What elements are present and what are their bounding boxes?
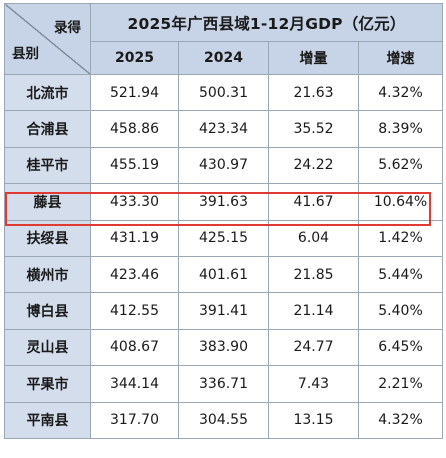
- increase-cell: 41.67: [268, 183, 359, 221]
- increase-cell: 21.85: [268, 255, 359, 294]
- table-row: 平南县 317.70 304.55 13.15 4.32%: [4, 401, 444, 439]
- gdp-2024-cell: 391.63: [178, 183, 269, 221]
- county-name: 北流市: [4, 73, 91, 112]
- corner-bottom-label: 县别: [12, 46, 39, 62]
- county-name: 桂平市: [4, 146, 91, 185]
- growth-cell: 5.44%: [357, 255, 444, 294]
- increase-cell: 21.14: [268, 292, 359, 330]
- gdp-table: 录得 县别 2025年广西县域1-12月GDP（亿元） 2025 2024 增量…: [4, 3, 444, 439]
- table-row: 扶绥县 431.19 425.15 6.04 1.42%: [4, 219, 444, 257]
- increase-cell: 24.22: [268, 146, 359, 185]
- increase-cell: 13.15: [268, 401, 359, 439]
- table-row-highlighted: 藤县 433.30 391.63 41.67 10.64%: [4, 183, 444, 221]
- increase-cell: 6.04: [268, 219, 359, 257]
- county-name: 合浦县: [4, 110, 91, 148]
- gdp-2024-cell: 336.71: [178, 365, 269, 403]
- column-header-growth: 增速: [357, 41, 444, 75]
- gdp-2025-cell: 317.70: [90, 401, 179, 439]
- growth-cell: 8.39%: [357, 110, 444, 148]
- table-row: 横州市 423.46 401.61 21.85 5.44%: [4, 255, 444, 294]
- gdp-2024-cell: 304.55: [178, 401, 269, 439]
- gdp-2025-cell: 433.30: [90, 183, 179, 221]
- gdp-2024-cell: 425.15: [178, 219, 269, 257]
- table-title: 2025年广西县域1-12月GDP（亿元）: [89, 3, 444, 42]
- county-name: 扶绥县: [4, 219, 91, 257]
- gdp-2025-cell: 521.94: [90, 73, 179, 112]
- gdp-2025-cell: 455.19: [90, 146, 179, 185]
- increase-cell: 7.43: [268, 365, 359, 403]
- table-row: 平果市 344.14 336.71 7.43 2.21%: [4, 365, 444, 403]
- table-row: 北流市 521.94 500.31 21.63 4.32%: [4, 73, 444, 112]
- gdp-2025-cell: 344.14: [90, 365, 179, 403]
- growth-cell: 6.45%: [357, 328, 444, 367]
- county-name: 灵山县: [4, 328, 91, 367]
- gdp-2025-cell: 458.86: [90, 110, 179, 148]
- gdp-2024-cell: 383.90: [178, 328, 269, 367]
- gdp-2024-cell: 391.41: [178, 292, 269, 330]
- table-row: 合浦县 458.86 423.34 35.52 8.39%: [4, 110, 444, 148]
- growth-cell: 2.21%: [357, 365, 444, 403]
- gdp-2024-cell: 500.31: [178, 73, 269, 112]
- county-name: 藤县: [4, 183, 91, 221]
- gdp-2024-cell: 430.97: [178, 146, 269, 185]
- county-name: 博白县: [4, 292, 91, 330]
- column-header-2024: 2024: [178, 41, 269, 75]
- growth-cell: 10.64%: [357, 183, 444, 221]
- corner-header-cell: 录得 县别: [4, 3, 91, 75]
- growth-cell: 4.32%: [357, 401, 444, 439]
- gdp-2024-cell: 423.34: [178, 110, 269, 148]
- gdp-2025-cell: 412.55: [90, 292, 179, 330]
- increase-cell: 35.52: [268, 110, 359, 148]
- gdp-2025-cell: 431.19: [90, 219, 179, 257]
- corner-top-label: 录得: [54, 20, 81, 36]
- growth-cell: 1.42%: [357, 219, 444, 257]
- growth-cell: 5.62%: [357, 146, 444, 185]
- gdp-2025-cell: 408.67: [90, 328, 179, 367]
- gdp-2025-cell: 423.46: [90, 255, 179, 294]
- growth-cell: 5.40%: [357, 292, 444, 330]
- table-row: 桂平市 455.19 430.97 24.22 5.62%: [4, 146, 444, 185]
- county-name: 横州市: [4, 255, 91, 294]
- table-row: 博白县 412.55 391.41 21.14 5.40%: [4, 292, 444, 330]
- county-name: 平果市: [4, 365, 91, 403]
- column-header-increase: 增量: [268, 41, 359, 75]
- gdp-2024-cell: 401.61: [178, 255, 269, 294]
- increase-cell: 21.63: [268, 73, 359, 112]
- column-header-2025: 2025: [90, 41, 179, 75]
- growth-cell: 4.32%: [357, 73, 444, 112]
- table-row: 灵山县 408.67 383.90 24.77 6.45%: [4, 328, 444, 367]
- county-name: 平南县: [4, 401, 91, 439]
- increase-cell: 24.77: [268, 328, 359, 367]
